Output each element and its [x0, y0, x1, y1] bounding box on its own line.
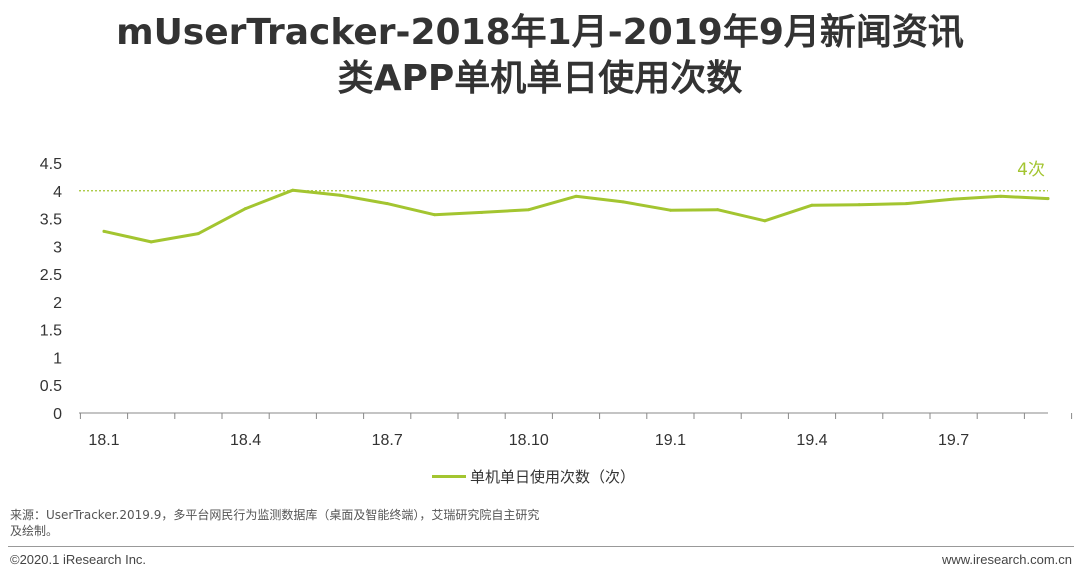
- chart-title-line-2: 类APP单机单日使用次数: [337, 58, 743, 99]
- footer-copyright: ©2020.1 iResearch Inc.: [10, 552, 147, 567]
- x-tick-label: 19.4: [796, 432, 827, 449]
- y-axis-tick-labels: 0 0.5 1 1.5 2 2.5 3 3.5 4 4.5: [40, 156, 62, 423]
- footer-url: www.iresearch.com.cn: [941, 552, 1072, 567]
- y-tick-label: 1.5: [40, 323, 62, 340]
- y-tick-label: 0.5: [40, 378, 62, 395]
- data-point: [527, 208, 531, 212]
- data-point: [857, 203, 861, 207]
- reference-line-label: 4次: [1017, 160, 1045, 180]
- chart-legend: 单机单日使用次数（次）: [432, 464, 635, 488]
- y-tick-label: 3: [53, 239, 62, 256]
- legend-swatch: [432, 474, 466, 478]
- data-point: [716, 208, 720, 212]
- data-point: [102, 229, 106, 233]
- x-axis-ticks: [79, 413, 1073, 419]
- chart-title: mUserTracker-2018年1月-2019年9月新闻资讯 类APP单机单…: [0, 10, 1080, 102]
- x-tick-label: 18.7: [372, 432, 403, 449]
- y-tick-label: 0: [53, 406, 62, 423]
- x-tick-label: 18.1: [88, 432, 119, 449]
- data-point: [574, 194, 578, 198]
- footer-divider: [8, 546, 1074, 547]
- data-point: [149, 240, 153, 244]
- legend-label: 单机单日使用次数（次）: [470, 467, 636, 486]
- data-point: [480, 210, 484, 214]
- data-point: [385, 202, 389, 206]
- data-point: [338, 193, 342, 197]
- data-point: [432, 213, 436, 217]
- y-tick-label: 4: [53, 184, 62, 201]
- y-tick-label: 3.5: [40, 212, 62, 229]
- y-tick-label: 2.5: [40, 267, 62, 284]
- y-tick-label: 1: [53, 350, 62, 367]
- data-point: [952, 197, 956, 201]
- x-tick-label: 18.4: [230, 432, 261, 449]
- data-point: [621, 200, 625, 204]
- data-point: [196, 232, 200, 236]
- y-tick-label: 2: [53, 295, 62, 312]
- data-point: [763, 219, 767, 223]
- series-line-0: [102, 188, 1050, 244]
- y-tick-label: 4.5: [40, 156, 62, 173]
- chart-title-line-1: mUserTracker-2018年1月-2019年9月新闻资讯: [116, 12, 964, 53]
- data-point: [1046, 197, 1050, 201]
- x-tick-label: 18.10: [509, 432, 549, 449]
- source-footnote: 来源：UserTracker.2019.9，多平台网民行为监测数据库（桌面及智能…: [10, 508, 540, 538]
- data-point: [999, 194, 1003, 198]
- data-point: [904, 202, 908, 206]
- data-point: [668, 208, 672, 212]
- data-point: [244, 207, 248, 211]
- series-group: [102, 188, 1050, 244]
- data-point: [810, 203, 814, 207]
- x-axis-tick-labels: 18.1 18.4 18.7 18.10 19.1 19.4 19.7: [88, 432, 969, 449]
- x-tick-label: 19.1: [655, 432, 686, 449]
- data-point: [291, 188, 295, 192]
- x-tick-label: 19.7: [938, 432, 969, 449]
